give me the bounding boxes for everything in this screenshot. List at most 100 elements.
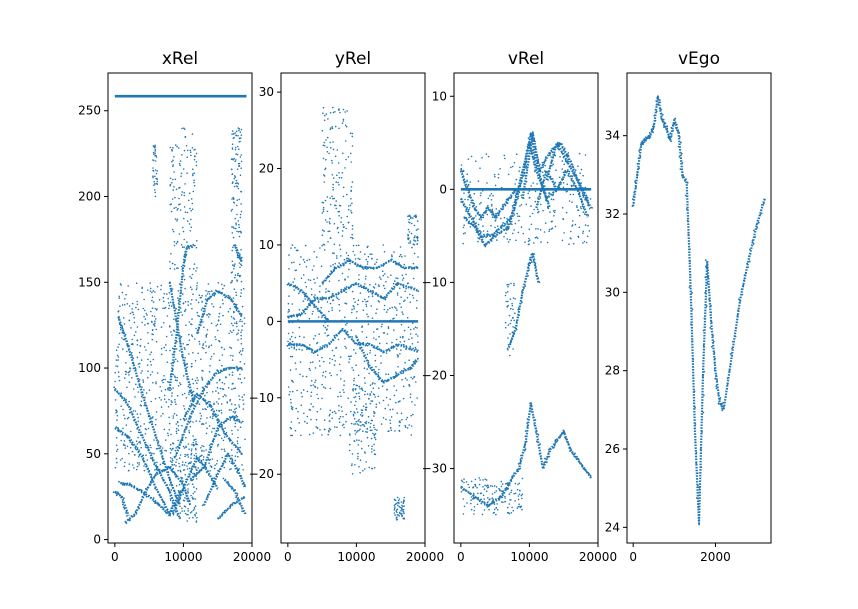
scatter-point <box>413 376 416 378</box>
y-tick-label: −20 <box>249 467 274 481</box>
scatter-point <box>326 210 329 213</box>
track-point <box>556 141 559 144</box>
scatter-point <box>161 379 163 382</box>
track-point <box>182 487 185 490</box>
scatter-point <box>193 457 195 460</box>
scatter-point <box>374 433 377 435</box>
scatter-point <box>371 400 374 402</box>
scatter-point <box>231 383 234 385</box>
scatter-point <box>369 393 371 395</box>
track-point <box>548 448 550 451</box>
scatter-point <box>213 427 216 430</box>
scatter-point <box>155 382 157 385</box>
scatter-point <box>347 276 349 278</box>
track-point <box>319 298 322 301</box>
track-point <box>529 262 532 265</box>
track-point <box>179 345 182 348</box>
scatter-point <box>361 389 364 392</box>
scatter-point <box>343 426 345 429</box>
scatter-point <box>482 479 484 481</box>
track-point <box>531 252 534 255</box>
track-point <box>224 294 226 296</box>
scatter-point <box>371 451 373 453</box>
scatter-point <box>403 367 405 370</box>
scatter-point <box>159 386 161 388</box>
track-point <box>556 440 558 443</box>
track-point <box>462 204 465 207</box>
track-point <box>161 506 164 509</box>
scatter-point <box>216 463 218 465</box>
scatter-point <box>216 401 218 403</box>
scatter-point <box>299 373 301 376</box>
scatter-point <box>398 255 401 258</box>
scatter-point <box>151 321 153 324</box>
track-point <box>703 370 706 373</box>
scatter-point <box>192 390 195 393</box>
scatter-point <box>399 421 401 424</box>
track-point <box>223 369 226 371</box>
scatter-point <box>489 194 491 197</box>
track-point <box>342 264 345 267</box>
scatter-point <box>212 427 214 430</box>
scatter-point <box>234 160 236 163</box>
track-point <box>171 487 174 489</box>
track-point <box>577 458 580 461</box>
track-point <box>743 274 746 277</box>
track-point <box>135 423 138 426</box>
scatter-point <box>357 457 359 460</box>
track-point <box>160 496 163 499</box>
track-point <box>538 281 541 284</box>
scatter-point <box>201 379 204 381</box>
scatter-point <box>319 408 322 410</box>
scatter-point <box>236 199 238 201</box>
scatter-point <box>197 314 199 317</box>
scatter-point <box>312 384 315 386</box>
scatter-point <box>316 410 319 413</box>
scatter-point <box>194 491 196 493</box>
scatter-point <box>522 232 525 235</box>
track-point <box>530 404 533 407</box>
track-point <box>532 149 534 152</box>
scatter-point <box>584 224 587 226</box>
track-point <box>145 487 147 490</box>
scatter-point <box>399 336 402 339</box>
scatter-point <box>149 290 152 292</box>
scatter-point <box>311 269 314 271</box>
track-point <box>229 457 232 460</box>
track-point <box>134 445 137 448</box>
scatter-point <box>569 193 572 196</box>
track-point <box>240 507 243 509</box>
track-point <box>167 487 170 490</box>
track-point <box>401 370 403 372</box>
track-point <box>236 251 238 254</box>
scatter-point <box>123 465 126 468</box>
scatter-point <box>175 447 177 449</box>
scatter-point <box>460 164 463 166</box>
scatter-point <box>550 156 552 158</box>
track-point <box>519 461 522 464</box>
scatter-point <box>487 197 490 200</box>
scatter-point <box>237 272 239 275</box>
track-point <box>509 341 512 344</box>
track-point <box>528 258 531 261</box>
scatter-point <box>171 334 173 336</box>
scatter-point <box>391 254 393 256</box>
track-point <box>157 503 160 506</box>
track-point <box>652 125 654 128</box>
track-point <box>244 512 247 515</box>
track-point <box>726 377 729 379</box>
track-point <box>172 510 174 513</box>
scatter-point <box>345 347 347 349</box>
scatter-point <box>205 345 207 347</box>
subplot-title-vego: vEgo <box>678 49 720 69</box>
scatter-point <box>154 147 156 149</box>
track-point <box>413 267 416 270</box>
scatter-point <box>191 288 193 291</box>
track-point <box>359 347 361 349</box>
scatter-point <box>365 336 368 339</box>
scatter-point <box>395 389 398 392</box>
scatter-point <box>152 358 155 361</box>
scatter-point <box>408 383 410 386</box>
scatter-point <box>190 453 192 456</box>
